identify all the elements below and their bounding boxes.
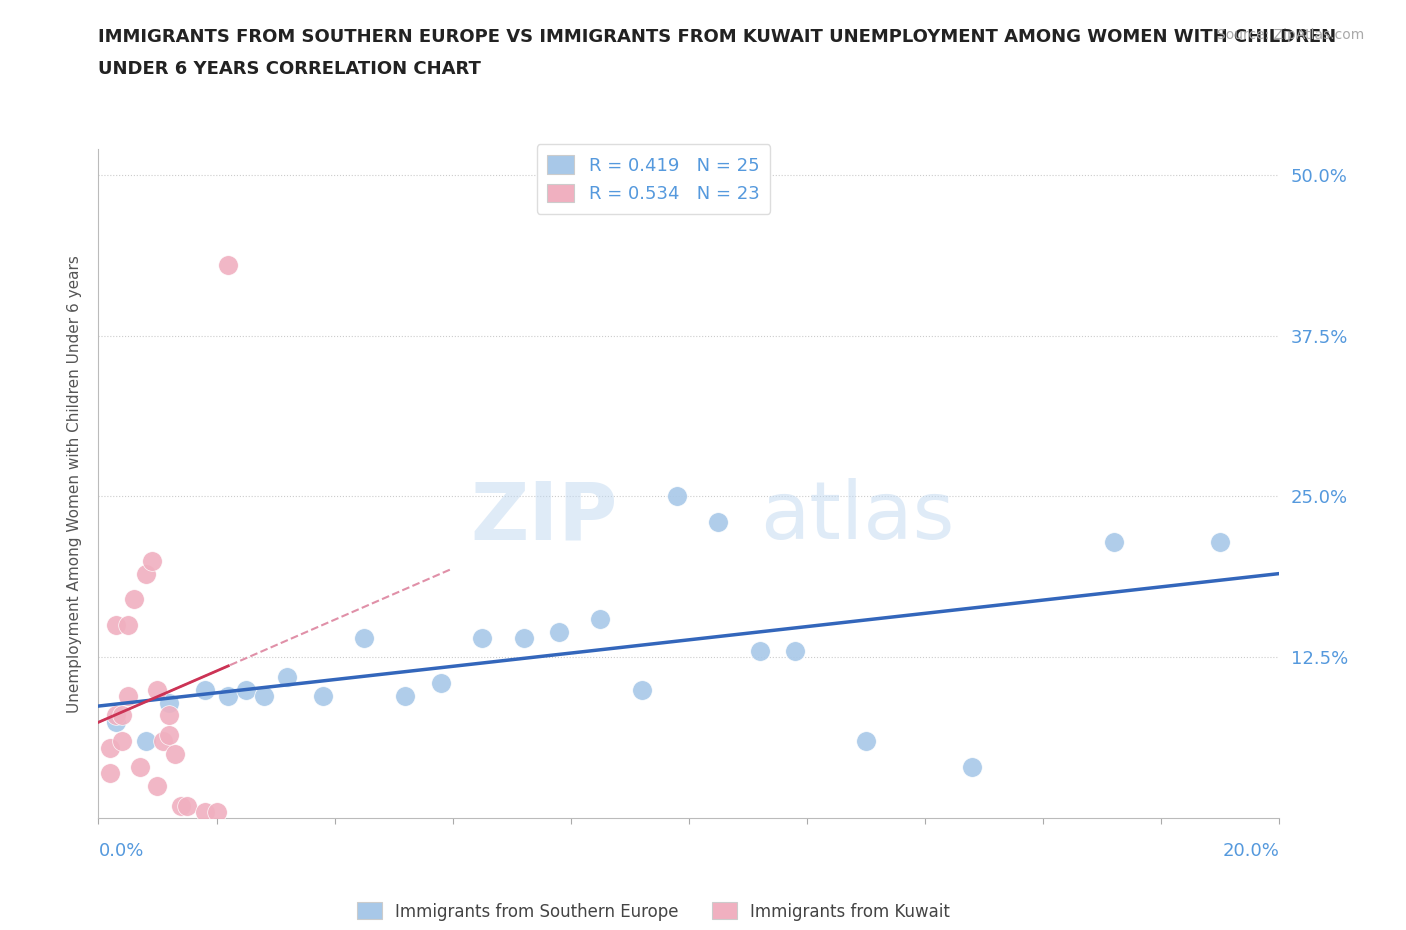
Point bbox=[105, 708, 128, 723]
Point bbox=[785, 644, 807, 658]
Point bbox=[235, 683, 257, 698]
Point bbox=[157, 695, 180, 710]
Point bbox=[135, 734, 157, 749]
Text: ZIP: ZIP bbox=[471, 478, 619, 556]
Point bbox=[589, 611, 612, 626]
Point bbox=[111, 708, 134, 723]
Point bbox=[117, 618, 139, 632]
Point bbox=[312, 688, 335, 703]
Text: UNDER 6 YEARS CORRELATION CHART: UNDER 6 YEARS CORRELATION CHART bbox=[98, 60, 481, 78]
Text: Source: ZipAtlas.com: Source: ZipAtlas.com bbox=[1216, 28, 1364, 42]
Point bbox=[176, 798, 198, 813]
Point bbox=[512, 631, 534, 645]
Point bbox=[111, 734, 134, 749]
Point bbox=[157, 708, 180, 723]
Point bbox=[430, 676, 453, 691]
Point bbox=[630, 683, 652, 698]
Legend: Immigrants from Southern Europe, Immigrants from Kuwait: Immigrants from Southern Europe, Immigra… bbox=[350, 896, 957, 927]
Point bbox=[194, 804, 217, 819]
Point bbox=[105, 714, 128, 729]
Text: IMMIGRANTS FROM SOUTHERN EUROPE VS IMMIGRANTS FROM KUWAIT UNEMPLOYMENT AMONG WOM: IMMIGRANTS FROM SOUTHERN EUROPE VS IMMIG… bbox=[98, 28, 1337, 46]
Point bbox=[141, 553, 163, 568]
Point bbox=[105, 618, 128, 632]
Point bbox=[707, 515, 730, 530]
Point bbox=[205, 804, 228, 819]
Point bbox=[548, 624, 571, 639]
Point bbox=[128, 760, 150, 775]
Y-axis label: Unemployment Among Women with Children Under 6 years: Unemployment Among Women with Children U… bbox=[67, 255, 83, 712]
Text: 0.0%: 0.0% bbox=[98, 842, 143, 860]
Point bbox=[1209, 534, 1232, 549]
Point bbox=[217, 258, 239, 272]
Point bbox=[253, 688, 276, 703]
Point bbox=[855, 734, 877, 749]
Point bbox=[157, 727, 180, 742]
Point bbox=[146, 778, 169, 793]
Point bbox=[98, 740, 121, 755]
Point bbox=[146, 683, 169, 698]
Point bbox=[962, 760, 984, 775]
Point bbox=[170, 798, 193, 813]
Point bbox=[152, 734, 174, 749]
Text: atlas: atlas bbox=[759, 478, 955, 556]
Point bbox=[117, 688, 139, 703]
Point bbox=[122, 592, 145, 607]
Point bbox=[394, 688, 416, 703]
Point bbox=[194, 683, 217, 698]
Point bbox=[98, 766, 121, 781]
Point bbox=[135, 566, 157, 581]
Point bbox=[276, 670, 298, 684]
Point bbox=[353, 631, 375, 645]
Point bbox=[471, 631, 494, 645]
Point bbox=[165, 747, 187, 762]
Text: 20.0%: 20.0% bbox=[1223, 842, 1279, 860]
Point bbox=[666, 489, 689, 504]
Point bbox=[1102, 534, 1125, 549]
Point bbox=[217, 688, 239, 703]
Point bbox=[748, 644, 770, 658]
